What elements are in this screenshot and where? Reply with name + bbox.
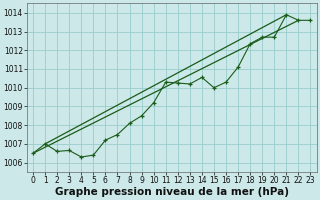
X-axis label: Graphe pression niveau de la mer (hPa): Graphe pression niveau de la mer (hPa) <box>55 187 289 197</box>
